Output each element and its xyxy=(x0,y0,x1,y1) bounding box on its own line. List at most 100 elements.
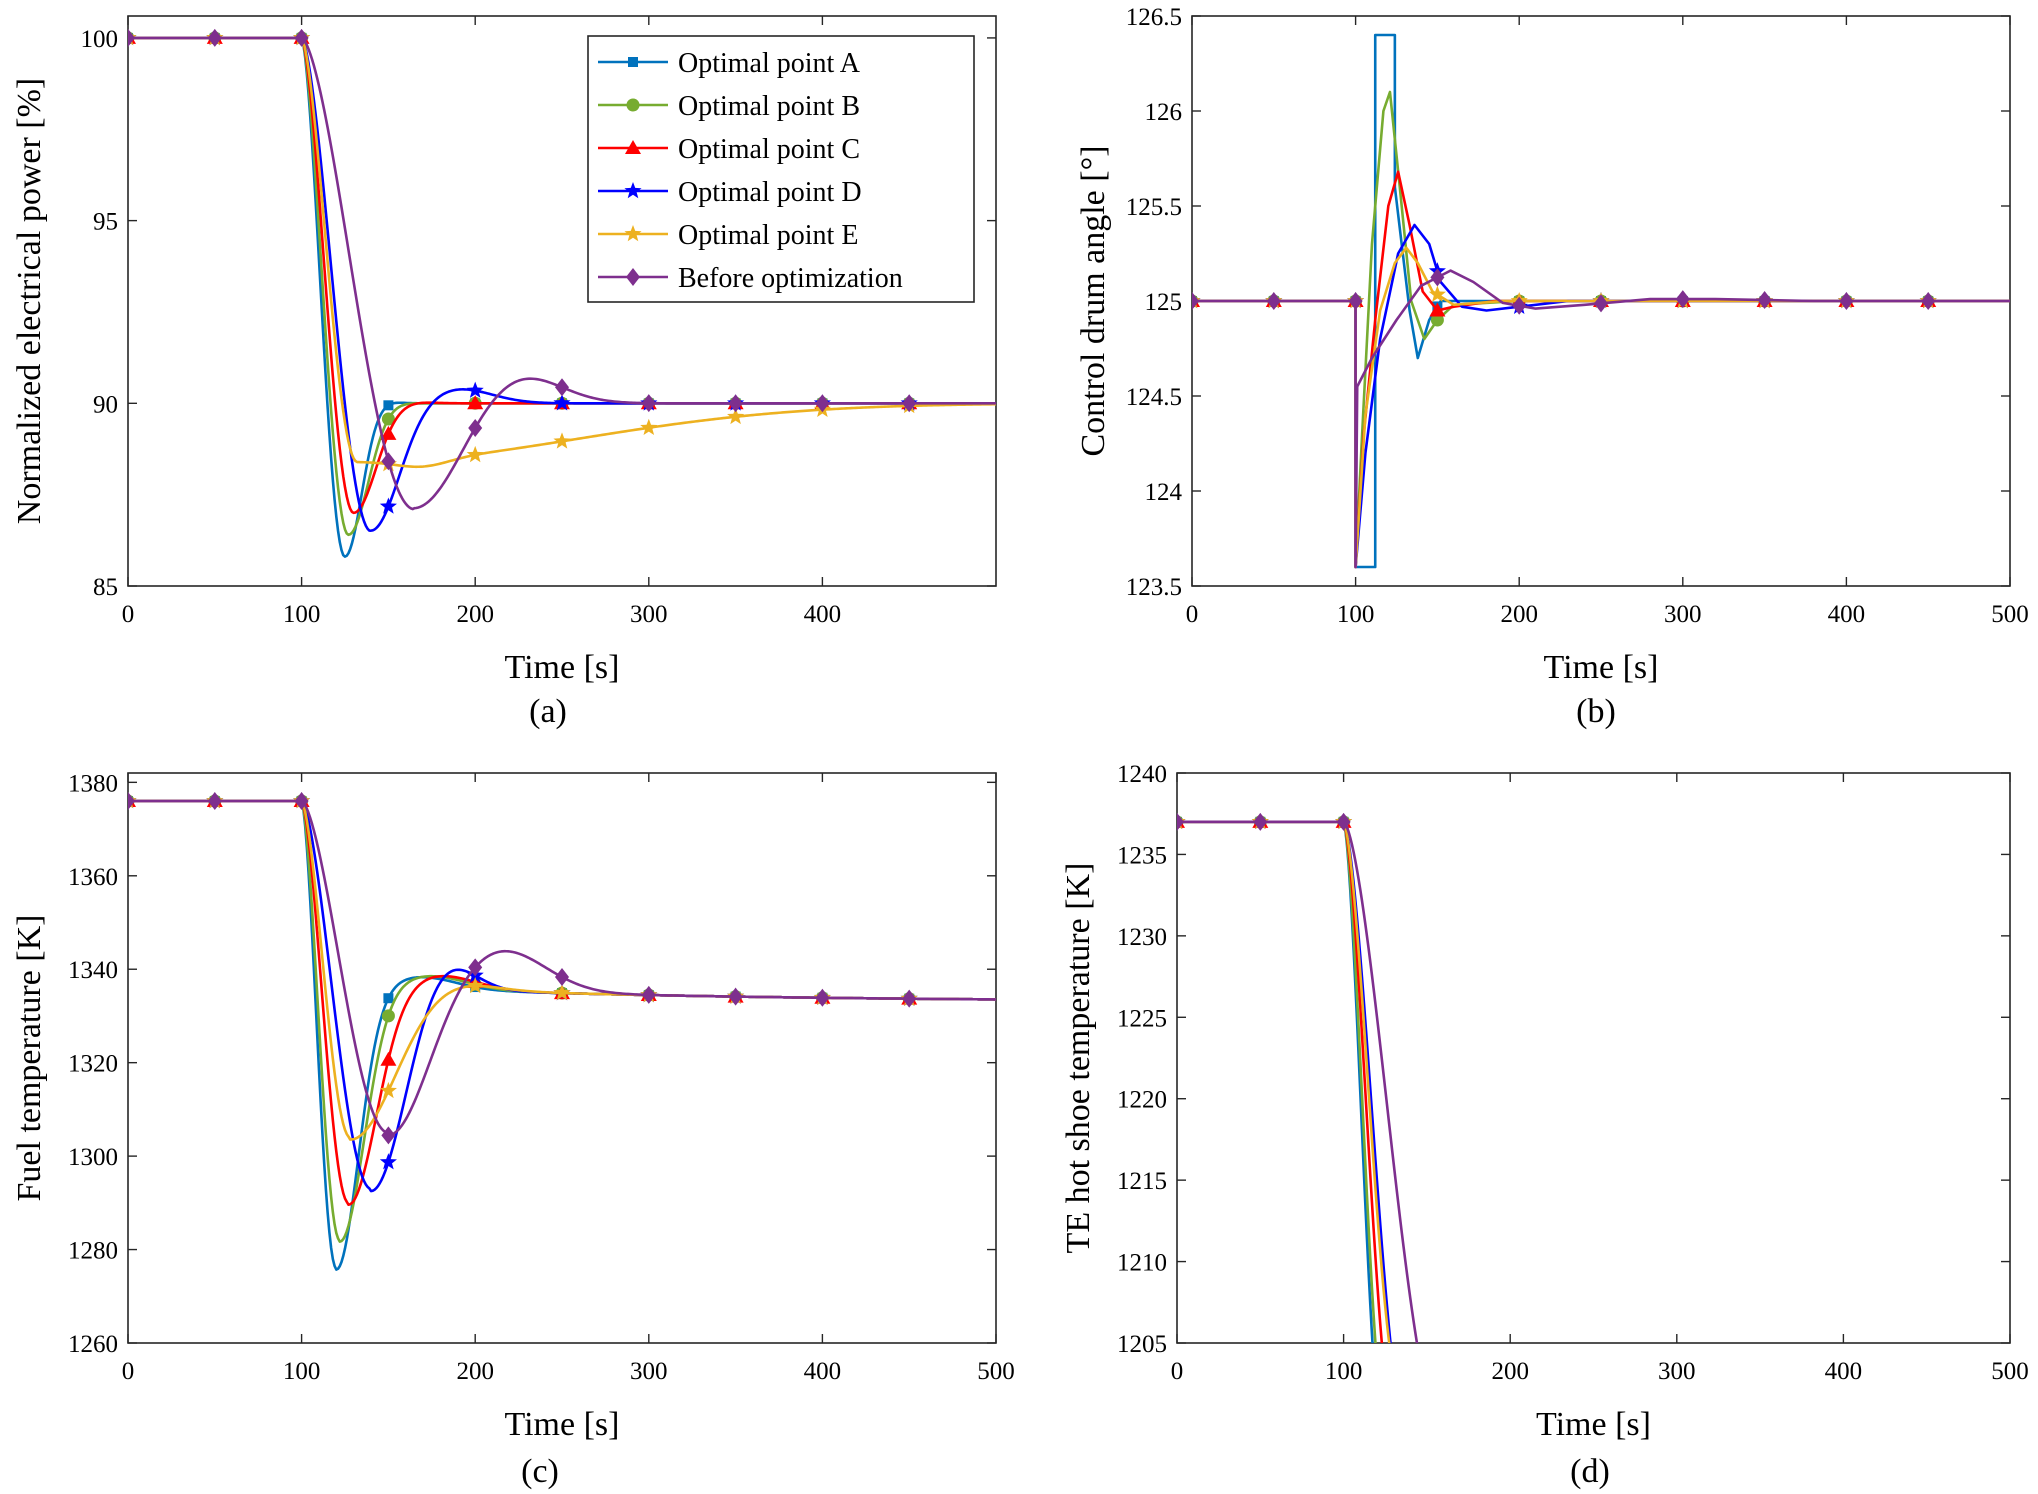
data-point-marker xyxy=(381,412,395,426)
data-point-marker xyxy=(1418,1407,1435,1423)
data-point-marker xyxy=(1918,1455,1935,1471)
data-point-marker xyxy=(1428,285,1446,302)
y-tick-label: 95 xyxy=(93,209,118,236)
data-point-marker xyxy=(1348,292,1363,310)
legend: Optimal point A Optimal point B Optimal po… xyxy=(587,35,975,303)
panel-d: 0 100 200 300 400 500 1205 1210 1215 1220 1225 1230… xyxy=(1060,761,2029,1490)
x-tick-label: 200 xyxy=(456,601,494,628)
data-point-marker xyxy=(1430,268,1445,287)
x-tick-label: 300 xyxy=(630,601,668,628)
data-point-marker xyxy=(728,987,743,1006)
x-tick-label: 100 xyxy=(1337,601,1375,628)
y-tick-label: 126.5 xyxy=(1126,4,1182,31)
data-point-marker xyxy=(641,394,656,413)
panel-label: (b) xyxy=(1576,693,1616,730)
data-point-marker xyxy=(128,28,135,47)
legend-label: Optimal point A xyxy=(678,48,861,79)
data-point-marker xyxy=(1419,1432,1435,1446)
series-markers xyxy=(1177,812,1767,1456)
data-point-marker xyxy=(1266,292,1281,310)
plot-area xyxy=(1176,772,2011,1344)
y-tick-label: 1210 xyxy=(1117,1250,1167,1277)
x-tick-label: 400 xyxy=(1828,601,1866,628)
data-point-marker xyxy=(381,1126,396,1145)
data-point-marker xyxy=(1668,1427,1685,1443)
legend-marker xyxy=(626,268,640,286)
data-point-marker xyxy=(1430,313,1444,327)
data-point-marker xyxy=(1752,1438,1769,1454)
data-point-marker xyxy=(1839,292,1854,310)
data-point-marker xyxy=(1918,1455,1935,1471)
data-point-marker xyxy=(383,993,394,1004)
legend-label: Optimal point B xyxy=(678,91,860,122)
series-group xyxy=(128,28,996,558)
series-group xyxy=(128,792,996,1271)
data-point-marker xyxy=(815,394,830,413)
y-tick-label: 1205 xyxy=(1117,1331,1167,1358)
x-axis-title: Time [s] xyxy=(1536,1406,1651,1443)
legend-marker xyxy=(625,140,641,154)
data-point-marker xyxy=(1192,292,1199,310)
legend-label: Optimal point C xyxy=(678,134,860,165)
x-axis-title: Time [s] xyxy=(1544,649,1659,686)
y-tick-label: 100 xyxy=(81,26,119,53)
y-tick-label: 126 xyxy=(1145,99,1183,126)
x-tick-label: 400 xyxy=(1825,1358,1863,1385)
data-point-marker xyxy=(1177,812,1184,831)
data-point-marker xyxy=(1502,1391,1519,1407)
data-point-marker xyxy=(466,381,484,398)
data-point-marker xyxy=(207,792,222,811)
y-axis-title: Control drum angle [°] xyxy=(1075,145,1112,456)
data-point-marker xyxy=(294,28,309,47)
data-point-marker xyxy=(1920,1457,1933,1470)
x-tick-label: 0 xyxy=(1186,601,1199,628)
data-point-marker xyxy=(553,432,571,449)
plot-area xyxy=(127,772,997,1344)
panel-b: 0 100 200 300 400 500 123.5 124 124.5 125 125.5 126… xyxy=(1075,4,2029,730)
data-point-marker xyxy=(468,419,483,438)
y-tick-label: 1220 xyxy=(1117,1087,1167,1114)
data-point-marker xyxy=(1835,1447,1852,1463)
data-point-marker xyxy=(1253,812,1268,831)
data-point-marker xyxy=(815,988,830,1007)
data-point-marker xyxy=(1670,1426,1684,1444)
data-point-marker xyxy=(1422,1413,1432,1423)
x-tick-label: 500 xyxy=(1991,1358,2029,1385)
y-tick-label: 90 xyxy=(93,391,118,418)
y-tick-label: 1300 xyxy=(68,1144,118,1171)
data-point-marker xyxy=(380,1051,397,1066)
data-point-marker xyxy=(467,395,484,410)
data-point-marker xyxy=(1420,1418,1433,1431)
data-point-marker xyxy=(379,497,397,514)
panel-label: (a) xyxy=(529,693,567,730)
data-point-marker xyxy=(1754,1440,1767,1453)
data-point-marker xyxy=(1922,1459,1932,1469)
y-tick-label: 1320 xyxy=(68,1051,118,1078)
data-point-marker xyxy=(1837,1450,1850,1463)
data-point-marker xyxy=(1504,1399,1517,1412)
y-tick-label: 1340 xyxy=(68,957,118,984)
data-point-marker xyxy=(1753,1438,1767,1456)
panel-label: (c) xyxy=(521,1453,559,1490)
series-group xyxy=(1177,812,1935,1471)
data-point-marker xyxy=(1670,1429,1683,1442)
x-axis-title: Time [s] xyxy=(505,649,620,686)
data-point-marker xyxy=(1752,1439,1768,1453)
x-tick-label: 0 xyxy=(122,1358,135,1385)
series-markers xyxy=(128,28,917,471)
data-point-marker xyxy=(1835,1447,1852,1463)
y-axis-title: TE hot shoe temperature [K] xyxy=(1060,863,1097,1254)
data-point-marker xyxy=(379,1153,397,1170)
legend-marker xyxy=(628,57,638,67)
y-tick-label: 124.5 xyxy=(1126,384,1182,411)
x-tick-label: 400 xyxy=(804,601,842,628)
y-tick-label: 1235 xyxy=(1117,842,1167,869)
data-point-marker xyxy=(1672,1431,1682,1441)
x-axis-title: Time [s] xyxy=(505,1406,620,1443)
y-axis-title: Fuel temperature [K] xyxy=(11,915,48,1202)
series-markers xyxy=(1192,268,1936,315)
legend-label: Before optimization xyxy=(678,263,903,294)
x-tick-label: 200 xyxy=(1491,1358,1529,1385)
x-tick-label: 0 xyxy=(122,601,135,628)
data-point-marker xyxy=(1669,1428,1685,1442)
